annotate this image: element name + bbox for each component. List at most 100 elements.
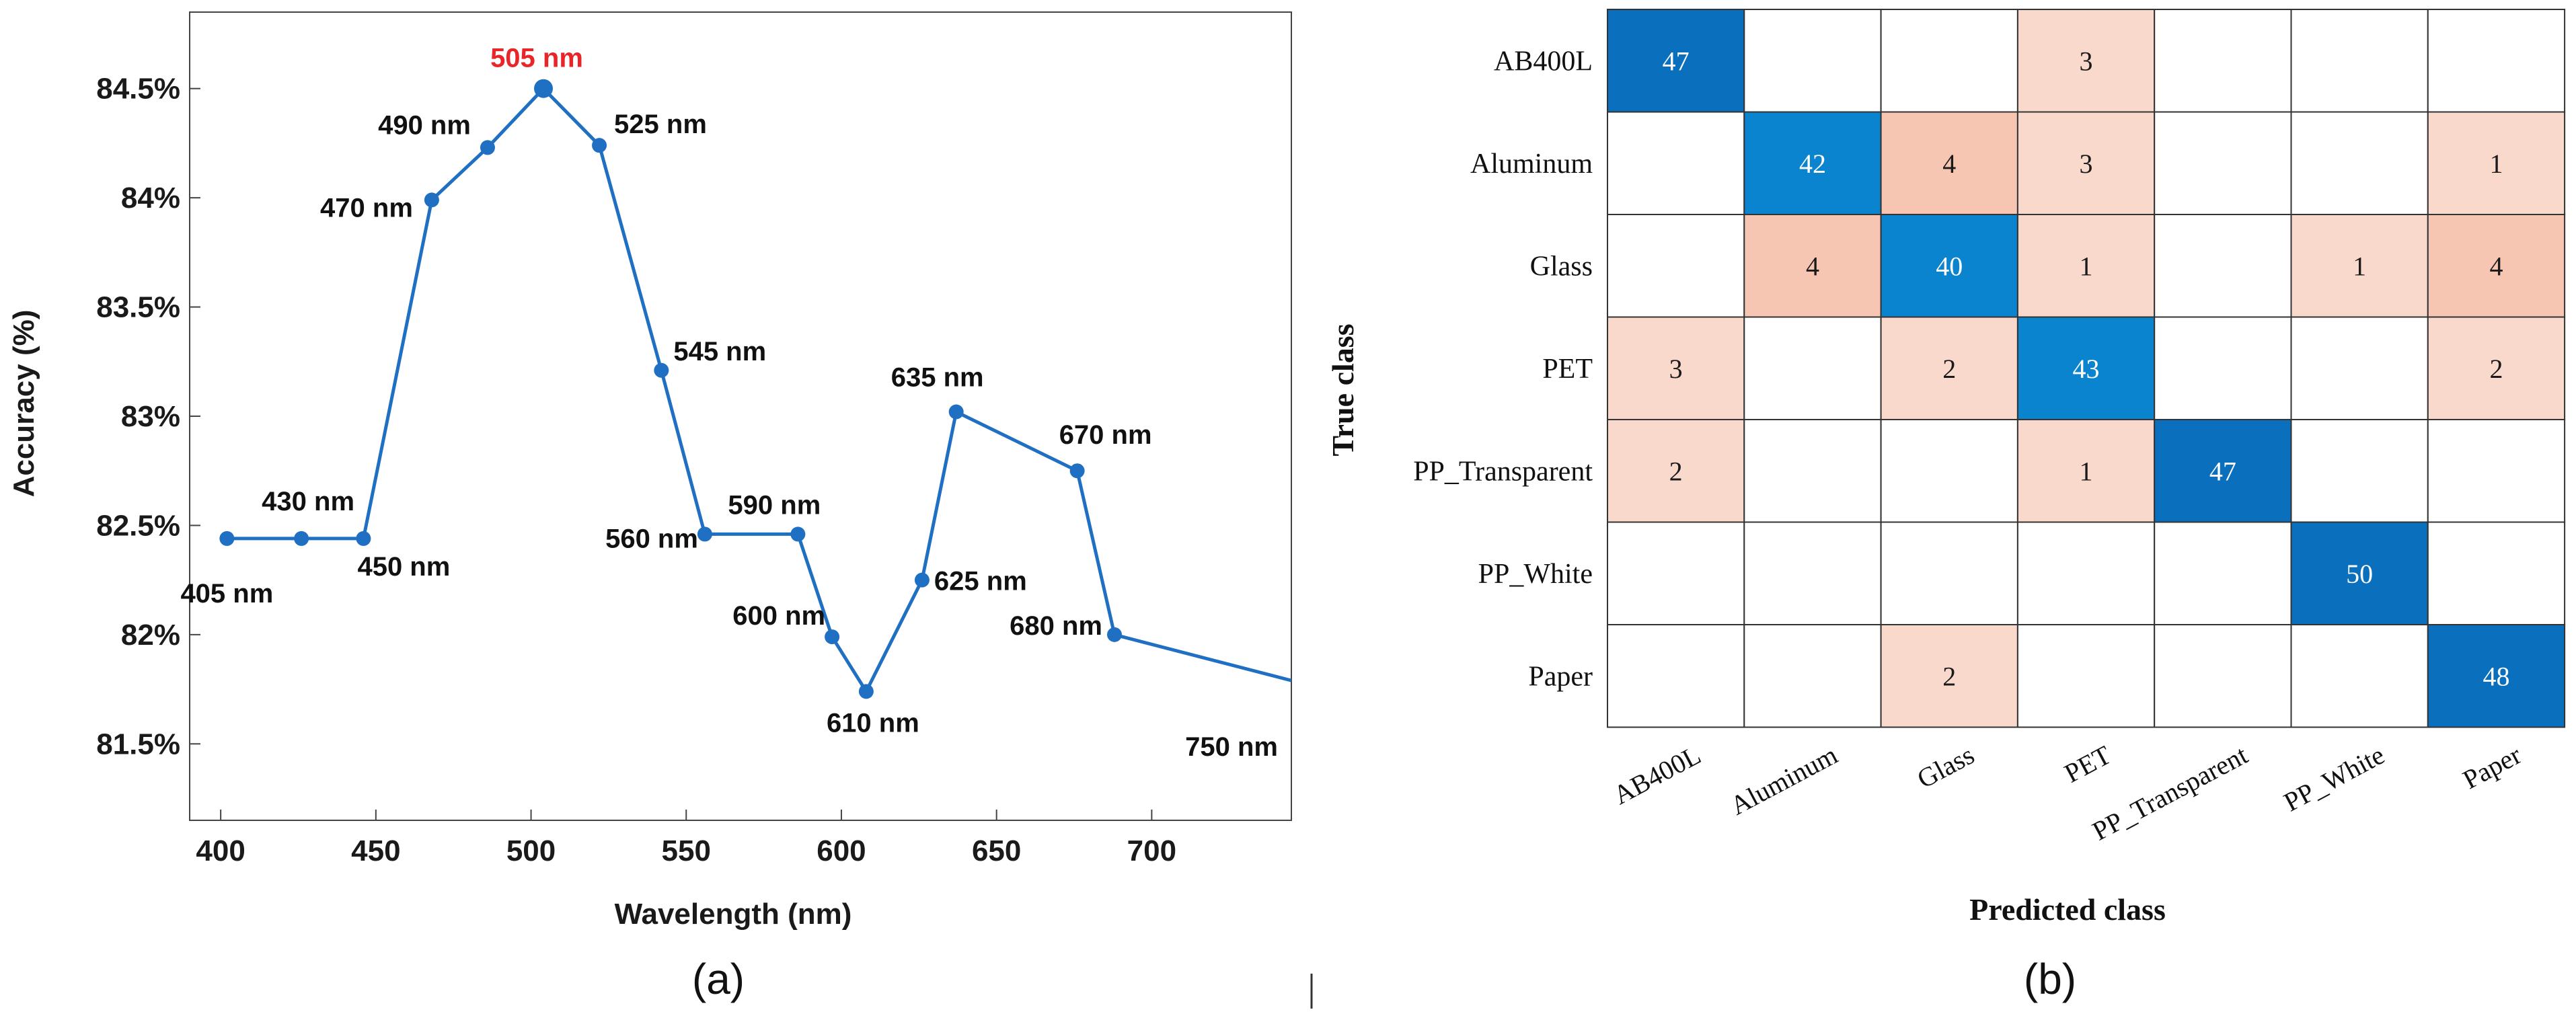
x-tick-label: 650 — [972, 834, 1021, 867]
cell-value: 1 — [2080, 251, 2093, 281]
matrix-cell — [1743, 419, 1882, 523]
data-point — [697, 526, 712, 542]
point-label: 405 nm — [180, 579, 273, 609]
matrix-cell — [1880, 9, 2018, 113]
matrix-cell — [1743, 214, 1882, 318]
matrix-cell — [2016, 214, 2156, 318]
y-tick-label: 83% — [121, 400, 180, 433]
column-label: Aluminum — [1725, 740, 1842, 821]
row-label: Aluminum — [1470, 149, 1593, 180]
point-labels: 405 nm 430 nm 450 nm 470 nm 490 nm 505 nm 525 … — [180, 44, 1278, 762]
matrix-cell — [2290, 521, 2429, 625]
highlight-point-label: 505 nm — [490, 44, 583, 73]
data-point — [424, 192, 439, 208]
panel-label-a: (a) — [692, 955, 745, 1003]
matrix-cell — [2427, 214, 2566, 318]
matrix-cell — [2290, 111, 2429, 215]
row-label: PP_Transparent — [1413, 456, 1593, 487]
matrix-cell — [1743, 316, 1882, 420]
point-label: 490 nm — [378, 110, 471, 140]
matrix-cell — [2016, 111, 2156, 215]
column-label: PP_White — [2279, 740, 2389, 818]
matrix-cell — [1607, 521, 1745, 625]
data-point — [480, 140, 495, 155]
matrix-cell — [2427, 624, 2566, 728]
y-tick-label: 84% — [121, 182, 180, 214]
panel-label-b: (b) — [2024, 955, 2076, 1003]
x-axis-ticks: 400 450 500 550 600 650 700 — [196, 810, 1176, 867]
data-point — [1106, 627, 1122, 642]
cell-value: 1 — [2353, 251, 2366, 281]
data-point — [914, 572, 930, 588]
data-point — [1069, 463, 1085, 479]
cell-value: 50 — [2346, 559, 2373, 589]
point-label: 680 nm — [1010, 611, 1102, 641]
row-label: PET — [1542, 354, 1593, 385]
point-label: 625 nm — [934, 567, 1027, 596]
column-label: AB400L — [1608, 740, 1706, 810]
matrix-cell — [2154, 9, 2292, 113]
data-point — [534, 79, 554, 98]
column-label: Glass — [1912, 740, 1979, 794]
cell-value: 1 — [2080, 456, 2093, 486]
point-label: 470 nm — [320, 193, 413, 223]
matrix-cell — [1880, 624, 2018, 728]
y-tick-label: 83.5% — [96, 291, 180, 324]
y-tick-label: 81.5% — [96, 728, 180, 760]
matrix-cell — [2154, 419, 2292, 523]
row-label: PP_White — [1478, 559, 1593, 590]
point-label: 560 nm — [605, 524, 698, 553]
data-point — [219, 531, 235, 546]
matrix-cell — [2427, 419, 2566, 523]
matrix-cell — [1743, 624, 1882, 728]
cell-value: 40 — [1936, 251, 1963, 281]
data-point — [948, 404, 964, 420]
matrix-cell — [2427, 9, 2566, 113]
matrix-cell — [2016, 624, 2156, 728]
predicted-class-title: Predicted class — [1969, 892, 2166, 927]
accuracy-series-points — [219, 79, 1122, 699]
matrix-cell — [1880, 521, 2018, 625]
y-tick-label: 82.5% — [96, 509, 180, 542]
data-point — [592, 138, 607, 153]
point-label: 610 nm — [827, 708, 919, 738]
data-point — [858, 684, 874, 699]
cell-value: 3 — [1669, 354, 1683, 384]
true-class-title: True class — [1326, 323, 1360, 456]
cell-value: 3 — [2080, 46, 2093, 76]
matrix-cell — [1607, 316, 1745, 420]
x-tick-label: 550 — [662, 834, 711, 867]
matrix-cell — [1743, 521, 1882, 625]
cell-value: 4 — [1806, 251, 1819, 281]
point-label: 450 nm — [357, 552, 450, 582]
cell-value: 48 — [2483, 661, 2509, 691]
matrix-cell — [1880, 419, 2018, 523]
matrix-cell — [1607, 214, 1745, 318]
row-label: Paper — [1528, 661, 1593, 692]
row-label: AB400L — [1494, 46, 1593, 77]
plot-area — [189, 11, 1292, 821]
point-label: 670 nm — [1059, 420, 1152, 450]
point-label: 590 nm — [728, 490, 821, 520]
matrix-cell — [2427, 316, 2566, 420]
matrix-cell — [2290, 624, 2429, 728]
matrix-cell — [1743, 9, 1882, 113]
cell-value: 2 — [1669, 456, 1683, 486]
x-tick-label: 450 — [351, 834, 400, 867]
y-tick-label: 84.5% — [96, 73, 180, 106]
matrix-cell — [2154, 214, 2292, 318]
column-label: PET — [2059, 740, 2116, 789]
cell-value: 1 — [2489, 149, 2503, 179]
cell-value: 42 — [1799, 149, 1826, 179]
point-label: 430 nm — [262, 487, 354, 516]
column-label: Paper — [2458, 740, 2526, 795]
cell-value: 47 — [1663, 46, 1690, 76]
x-tick-label: 600 — [817, 834, 866, 867]
matrix-cell — [1607, 9, 1745, 113]
cell-value: 4 — [1942, 149, 1956, 179]
x-tick-label: 400 — [196, 834, 245, 867]
point-label: 600 nm — [732, 601, 825, 631]
matrix-cell — [2290, 419, 2429, 523]
